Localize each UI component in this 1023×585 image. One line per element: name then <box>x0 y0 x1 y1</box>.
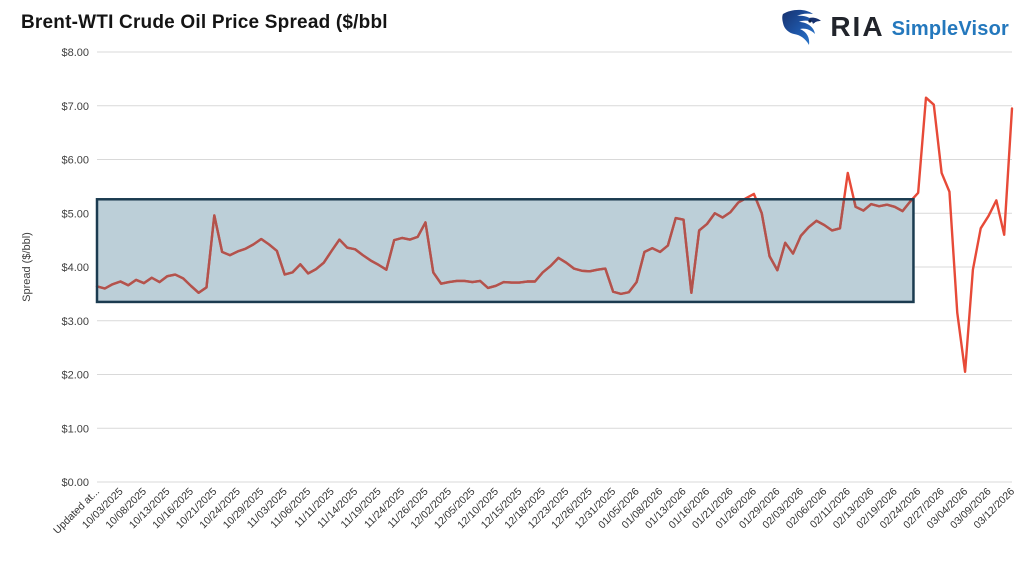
svg-text:$6.00: $6.00 <box>61 155 89 167</box>
svg-text:$0.00: $0.00 <box>61 477 89 489</box>
svg-text:$3.00: $3.00 <box>61 316 89 328</box>
svg-text:Spread ($/bbl): Spread ($/bbl) <box>21 232 33 302</box>
svg-text:$4.00: $4.00 <box>61 262 89 274</box>
eagle-icon <box>779 8 823 46</box>
svg-text:$2.00: $2.00 <box>61 370 89 382</box>
brand-ria-text: RIA <box>830 11 885 42</box>
chart-title: Brent-WTI Crude Oil Price Spread ($/bbl <box>21 12 388 33</box>
svg-text:$8.00: $8.00 <box>61 47 89 59</box>
svg-text:$5.00: $5.00 <box>61 208 89 220</box>
svg-text:$1.00: $1.00 <box>61 423 89 435</box>
header: Brent-WTI Crude Oil Price Spread ($/bbl <box>0 0 1023 52</box>
svg-text:$7.00: $7.00 <box>61 101 89 113</box>
brand-simplevisor-text: SimpleVisor <box>891 18 1009 40</box>
brand-logo: RIA SimpleVisor <box>779 8 1009 46</box>
